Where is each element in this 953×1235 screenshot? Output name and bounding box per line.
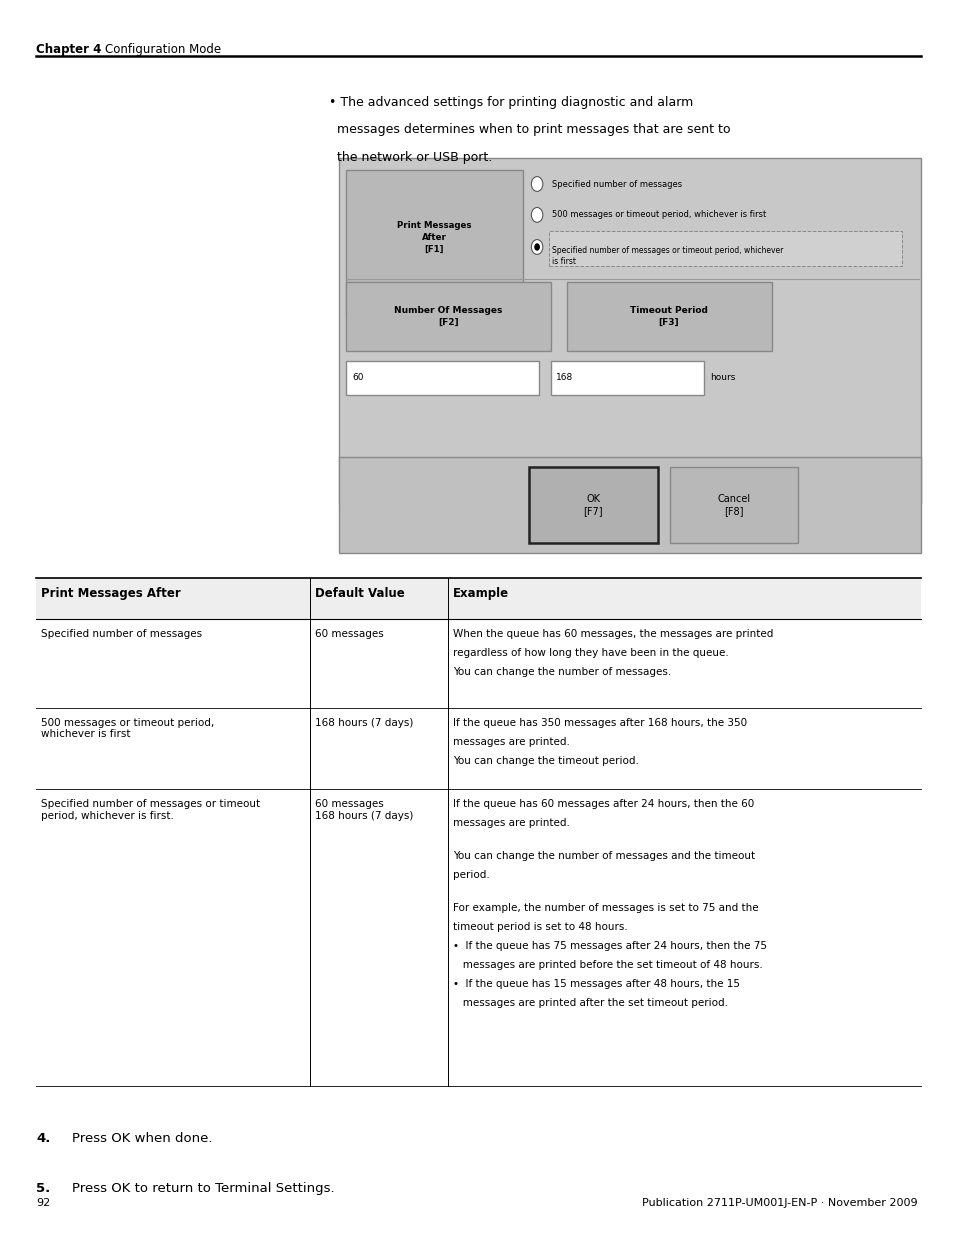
Text: messages are printed after the set timeout period.: messages are printed after the set timeo… bbox=[453, 999, 727, 1009]
Text: 60 messages
168 hours (7 days): 60 messages 168 hours (7 days) bbox=[314, 799, 413, 820]
Text: messages are printed.: messages are printed. bbox=[453, 736, 570, 747]
Text: 500 messages or timeout period, whichever is first: 500 messages or timeout period, whicheve… bbox=[552, 210, 766, 220]
Text: For example, the number of messages is set to 75 and the: For example, the number of messages is s… bbox=[453, 903, 758, 913]
Text: •  If the queue has 15 messages after 48 hours, the 15: • If the queue has 15 messages after 48 … bbox=[453, 979, 740, 989]
Text: 4.: 4. bbox=[36, 1132, 51, 1146]
Text: Specified number of messages or timeout
period, whichever is first.: Specified number of messages or timeout … bbox=[41, 799, 260, 820]
Text: You can change the number of messages and the timeout: You can change the number of messages an… bbox=[453, 851, 755, 861]
Circle shape bbox=[531, 177, 542, 191]
Text: regardless of how long they have been in the queue.: regardless of how long they have been in… bbox=[453, 648, 728, 658]
Text: If the queue has 350 messages after 168 hours, the 350: If the queue has 350 messages after 168 … bbox=[453, 718, 746, 727]
Text: Specified number of messages or timeout period, whichever
is first: Specified number of messages or timeout … bbox=[552, 246, 783, 266]
Bar bbox=[548, 231, 901, 266]
Text: messages are printed before the set timeout of 48 hours.: messages are printed before the set time… bbox=[453, 961, 762, 971]
Bar bbox=[346, 361, 538, 395]
Text: Cancel
[F8]: Cancel [F8] bbox=[717, 494, 749, 516]
Text: period.: period. bbox=[453, 871, 490, 881]
Bar bbox=[338, 158, 920, 504]
Text: When the queue has 60 messages, the messages are printed: When the queue has 60 messages, the mess… bbox=[453, 629, 773, 638]
Text: hours: hours bbox=[709, 373, 735, 383]
Text: Configuration Mode: Configuration Mode bbox=[105, 43, 221, 57]
Circle shape bbox=[531, 240, 542, 254]
Text: Number Of Messages
[F2]: Number Of Messages [F2] bbox=[394, 306, 502, 326]
Text: Print Messages
After
[F1]: Print Messages After [F1] bbox=[396, 221, 471, 253]
Bar bbox=[669, 467, 798, 543]
Bar bbox=[529, 467, 658, 543]
Text: 92: 92 bbox=[36, 1198, 51, 1208]
Text: If the queue has 60 messages after 24 hours, then the 60: If the queue has 60 messages after 24 ho… bbox=[453, 799, 754, 809]
Text: Timeout Period
[F3]: Timeout Period [F3] bbox=[629, 306, 707, 326]
Bar bbox=[346, 170, 522, 316]
Text: 168 hours (7 days): 168 hours (7 days) bbox=[314, 718, 413, 727]
Text: Print Messages After: Print Messages After bbox=[41, 587, 180, 600]
Text: Press OK to return to Terminal Settings.: Press OK to return to Terminal Settings. bbox=[71, 1182, 334, 1195]
Text: Publication 2711P-UM001J-EN-P · November 2009: Publication 2711P-UM001J-EN-P · November… bbox=[641, 1198, 917, 1208]
Circle shape bbox=[531, 207, 542, 222]
Text: Specified number of messages: Specified number of messages bbox=[41, 629, 202, 638]
Text: Chapter 4: Chapter 4 bbox=[36, 43, 102, 57]
Text: Default Value: Default Value bbox=[314, 587, 404, 600]
Bar bbox=[551, 361, 703, 395]
Text: timeout period is set to 48 hours.: timeout period is set to 48 hours. bbox=[453, 923, 627, 932]
Text: 60: 60 bbox=[352, 373, 363, 383]
Text: Example: Example bbox=[453, 587, 509, 600]
Text: 5.: 5. bbox=[36, 1182, 51, 1195]
Bar bbox=[346, 282, 551, 351]
Text: 168: 168 bbox=[556, 373, 573, 383]
Text: 500 messages or timeout period,
whichever is first: 500 messages or timeout period, whicheve… bbox=[41, 718, 214, 739]
Text: Specified number of messages: Specified number of messages bbox=[552, 179, 681, 189]
Text: the network or USB port.: the network or USB port. bbox=[329, 151, 492, 164]
Bar bbox=[36, 578, 920, 619]
Text: •  If the queue has 75 messages after 24 hours, then the 75: • If the queue has 75 messages after 24 … bbox=[453, 941, 766, 951]
Circle shape bbox=[534, 243, 539, 251]
Text: 60 messages: 60 messages bbox=[314, 629, 383, 638]
Text: You can change the number of messages.: You can change the number of messages. bbox=[453, 667, 671, 677]
Text: messages determines when to print messages that are sent to: messages determines when to print messag… bbox=[329, 124, 730, 137]
Text: • The advanced settings for printing diagnostic and alarm: • The advanced settings for printing dia… bbox=[329, 96, 693, 110]
Bar bbox=[338, 457, 920, 553]
Text: You can change the timeout period.: You can change the timeout period. bbox=[453, 756, 639, 766]
Text: Press OK when done.: Press OK when done. bbox=[71, 1132, 212, 1146]
Text: messages are printed.: messages are printed. bbox=[453, 819, 570, 829]
Text: OK
[F7]: OK [F7] bbox=[583, 494, 602, 516]
Bar bbox=[566, 282, 771, 351]
